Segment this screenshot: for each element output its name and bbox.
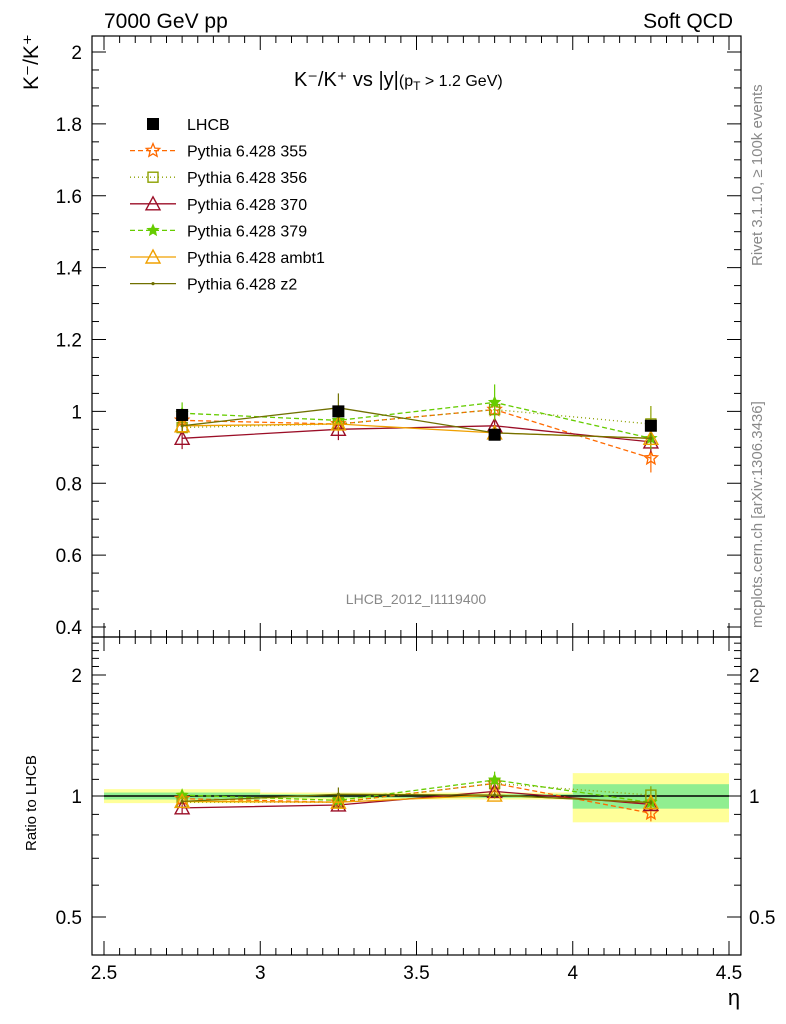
point-ratio-379 xyxy=(487,772,502,786)
legend-label: Pythia 6.428 379 xyxy=(187,223,307,240)
point-z2 xyxy=(180,424,184,428)
point-lhcb xyxy=(332,405,345,418)
point-ratio-370 xyxy=(642,795,660,812)
y-axis-label: K⁻/K⁺ xyxy=(20,34,43,90)
point-ratio-z2 xyxy=(649,800,653,805)
series-355 xyxy=(173,400,660,473)
legend-marker xyxy=(144,141,162,158)
legend-marker xyxy=(144,248,162,264)
point-ratio-z2 xyxy=(336,792,340,796)
point-lhcb xyxy=(176,408,189,421)
legend-label: Pythia 6.428 ambt1 xyxy=(187,250,325,267)
y-tick-label: 0.4 xyxy=(56,618,83,639)
point-ratio-ambt1 xyxy=(330,793,347,809)
legend-label: Pythia 6.428 370 xyxy=(187,197,307,214)
chart-title-sub-rest: > 1.2 GeV) xyxy=(420,73,502,90)
main-series-group xyxy=(173,384,660,473)
legend-entry: Pythia 6.428 ambt1 xyxy=(130,248,325,267)
series-line-z2 xyxy=(182,407,651,439)
point-355 xyxy=(642,449,660,466)
legend-entry: LHCB xyxy=(147,117,230,134)
legend: LHCB Pythia 6.428 355 Pythia 6.428 356 Pyth… xyxy=(130,117,325,294)
series-lhcb xyxy=(176,405,657,441)
y-tick-label: 1.6 xyxy=(56,187,82,208)
ratio-y-tick-label-right: 1 xyxy=(749,787,760,808)
header-left: 7000 GeV pp xyxy=(104,10,228,33)
series-ratio-z2 xyxy=(180,787,653,806)
y-tick-label: 1.2 xyxy=(56,331,82,352)
analysis-watermark: LHCB_2012_I1119400 xyxy=(346,591,487,607)
y-tick-label: 2 xyxy=(71,43,82,64)
y-tick-label: 0.8 xyxy=(56,474,82,495)
x-tick-label: 3 xyxy=(255,963,266,984)
legend-entry: Pythia 6.428 356 xyxy=(130,170,307,187)
series-line-370 xyxy=(182,425,651,443)
point-z2 xyxy=(649,436,653,440)
mcplots-label: mcplots.cern.ch [arXiv:1306.3436] xyxy=(749,401,766,628)
series-line-379 xyxy=(182,401,652,439)
y-tick-label: 0.6 xyxy=(56,546,82,567)
rivet-label: Rivet 3.1.10, ≥ 100k events xyxy=(749,84,766,266)
ratio-y-tick-label: 1 xyxy=(71,787,82,808)
series-z2 xyxy=(180,393,653,444)
ratio-series-group xyxy=(173,771,660,822)
point-lhcb xyxy=(644,419,657,432)
main-ticks: 0.4 0.6 0.8 1 1.2 1.4 1.6 1.8 2 xyxy=(56,36,741,639)
legend-entry: Pythia 6.428 z2 xyxy=(130,277,297,294)
point-370 xyxy=(173,429,191,446)
chart-title-sub: (p xyxy=(399,73,413,90)
ratio-panel: 0.5 0.5 1 1 2 2 2.5 3 3.5 4 4.5 Ratio to LHCB η xyxy=(23,636,775,1010)
y-tick-label: 1.8 xyxy=(56,115,82,136)
ratio-y-axis-label: Ratio to LHCB xyxy=(23,755,40,851)
legend-entry: Pythia 6.428 355 xyxy=(130,141,307,161)
legend-marker xyxy=(146,223,160,237)
x-tick-label: 2.5 xyxy=(91,963,117,984)
point-ratio-z2 xyxy=(493,793,497,797)
legend-marker xyxy=(151,282,155,286)
legend-entry: Pythia 6.428 379 xyxy=(130,223,307,240)
legend-entry: Pythia 6.428 370 xyxy=(130,195,307,214)
point-379 xyxy=(487,395,502,409)
y-tick-label: 1 xyxy=(71,402,82,423)
legend-label: LHCB xyxy=(187,117,230,134)
legend-marker xyxy=(144,195,162,211)
series-ambt1 xyxy=(173,415,660,446)
main-panel: 0.4 0.6 0.8 1 1.2 1.4 1.6 1.8 2 K⁻/K⁺ K⁻/K⁺ vs |… xyxy=(20,34,742,639)
header-right: Soft QCD xyxy=(643,10,733,33)
chart-title-main: K⁻/K⁺ vs |y| xyxy=(294,69,399,91)
ratio-ticks: 0.5 0.5 1 1 2 2 2.5 3 3.5 4 4.5 xyxy=(56,637,775,984)
x-tick-label: 4 xyxy=(567,963,578,984)
legend-label: Pythia 6.428 356 xyxy=(187,170,307,187)
ratio-y-tick-label: 0.5 xyxy=(56,908,82,929)
x-tick-label: 3.5 xyxy=(403,963,429,984)
series-line-ratio-379 xyxy=(182,779,651,804)
point-ratio-z2 xyxy=(180,799,184,803)
ratio-y-tick-label: 2 xyxy=(71,666,82,687)
legend-marker xyxy=(147,171,159,183)
series-line-ratio-z2 xyxy=(182,793,651,804)
x-axis-label: η xyxy=(728,985,740,1010)
legend-marker xyxy=(147,118,159,130)
ratio-y-tick-label-right: 2 xyxy=(749,666,760,687)
legend-label: Pythia 6.428 z2 xyxy=(187,277,297,294)
point-ambt1 xyxy=(330,415,347,431)
chart-title-sub-index: T xyxy=(413,79,421,93)
y-tick-label: 1.4 xyxy=(56,259,83,280)
chart-title: K⁻/K⁺ vs |y|(pT > 1.2 GeV) xyxy=(294,69,503,93)
x-tick-label: 4.5 xyxy=(716,963,742,984)
ratio-y-tick-label-right: 0.5 xyxy=(749,908,775,929)
point-lhcb xyxy=(488,428,501,441)
legend-label: Pythia 6.428 355 xyxy=(187,144,307,161)
point-370 xyxy=(330,420,347,437)
